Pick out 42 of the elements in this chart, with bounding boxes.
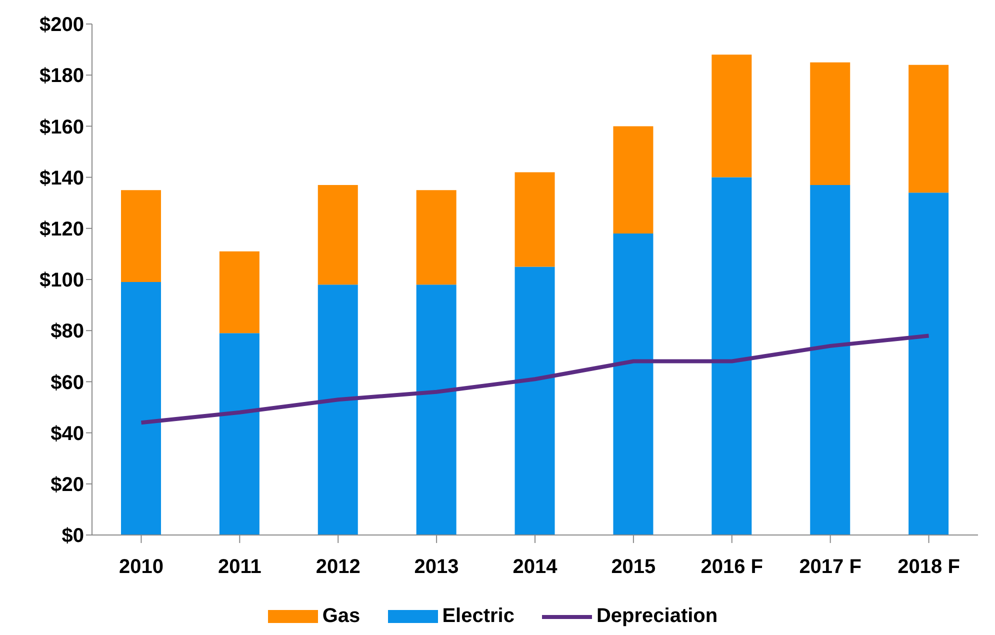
bar [514,266,555,535]
bar [810,184,850,535]
y-tick-label: $0 [62,525,84,548]
y-tick-label: $180 [40,65,84,88]
legend-label: Depreciation [596,605,718,628]
x-tick-label: 2013 [414,556,459,578]
bar [712,54,752,178]
x-tick-label: 2017 F [799,556,862,578]
legend-label: Gas [322,605,360,628]
y-tick-label: $60 [50,372,84,394]
y-tick-label: $120 [40,218,84,240]
x-tick-label: 2015 [611,556,656,578]
bar [712,177,752,535]
bar [121,190,161,282]
y-tick-label: $80 [50,320,84,343]
x-tick-label: 2014 [512,556,558,578]
bar [613,234,654,535]
bar [318,184,358,285]
legend-label: Electric [442,605,514,628]
x-tick-label: 2010 [118,556,164,578]
y-tick-label: $100 [40,270,84,292]
y-tick-label: $140 [40,167,84,190]
bar [219,251,260,334]
x-tick-label: 2016 F [700,556,764,578]
x-tick-label: 2011 [218,556,262,578]
bar [219,333,260,535]
bar [416,284,456,535]
bar [318,284,358,535]
y-tick-label: $160 [40,116,84,138]
y-tick-label: $20 [50,474,84,496]
bar [810,62,850,185]
bar [908,192,949,535]
x-tick-label: 2012 [316,556,360,578]
y-tick-label: $200 [40,14,84,36]
line-series [139,334,931,425]
bar [121,282,161,535]
bar [908,64,949,193]
bar [416,190,456,285]
y-tick-label: $40 [50,422,84,445]
bar [613,126,654,234]
bar [514,172,555,267]
x-tick-label: 2018 F [898,556,960,578]
